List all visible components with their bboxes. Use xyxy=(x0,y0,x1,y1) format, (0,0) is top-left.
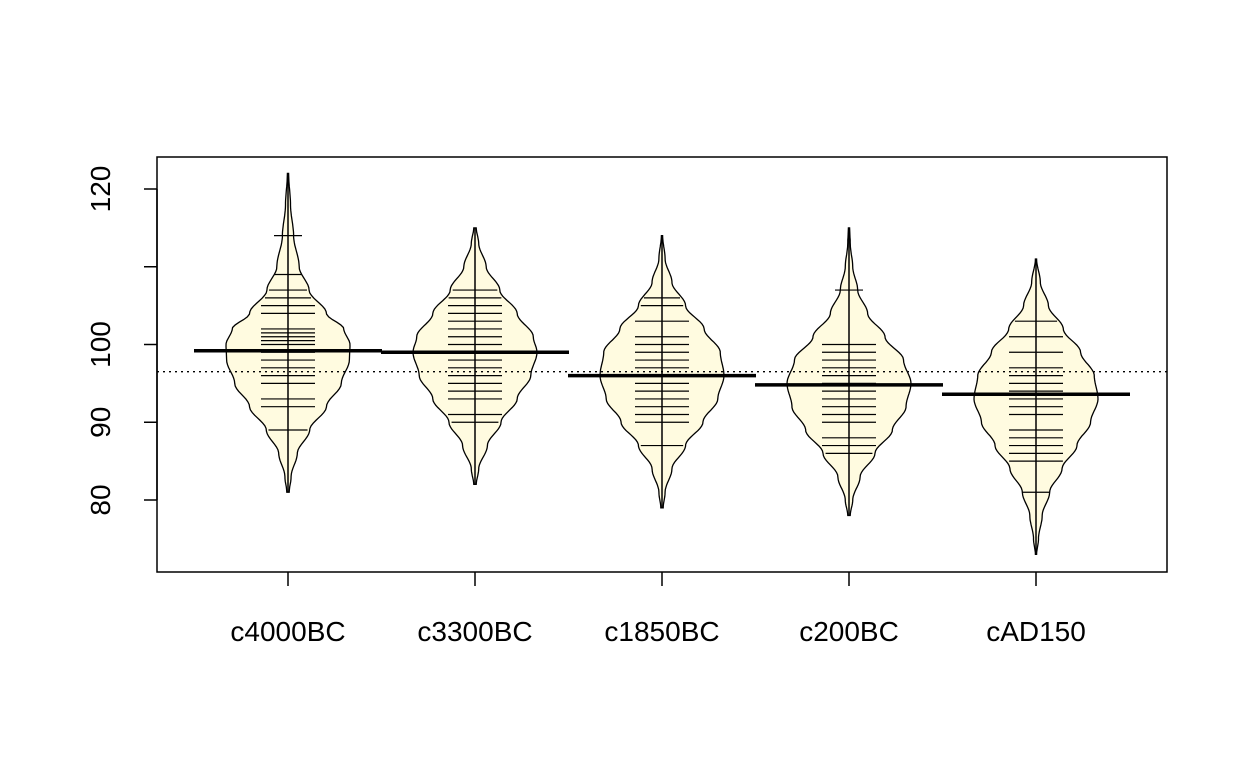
y-tick-label: 100 xyxy=(85,321,116,368)
x-axis: c4000BC c3300BC c1850BC c200BC cAD150 xyxy=(230,572,1086,647)
group-means-layer xyxy=(194,348,1130,397)
y-tick-label: 90 xyxy=(85,407,116,438)
y-tick-label: 80 xyxy=(85,484,116,515)
y-axis: 80 90 100 120 xyxy=(85,166,158,516)
x-tick-label-c3300BC: c3300BC xyxy=(417,616,532,647)
x-tick-label-cAD150: cAD150 xyxy=(986,616,1086,647)
bean-c3300BC xyxy=(412,227,538,486)
y-tick-label: 120 xyxy=(85,166,116,213)
beans-layer xyxy=(225,172,1099,556)
x-tick-label-c200BC: c200BC xyxy=(799,616,899,647)
bean-cAD150 xyxy=(973,258,1099,556)
x-tick-label-c4000BC: c4000BC xyxy=(230,616,345,647)
x-tick-label-c1850BC: c1850BC xyxy=(604,616,719,647)
bean-c4000BC xyxy=(225,172,351,493)
